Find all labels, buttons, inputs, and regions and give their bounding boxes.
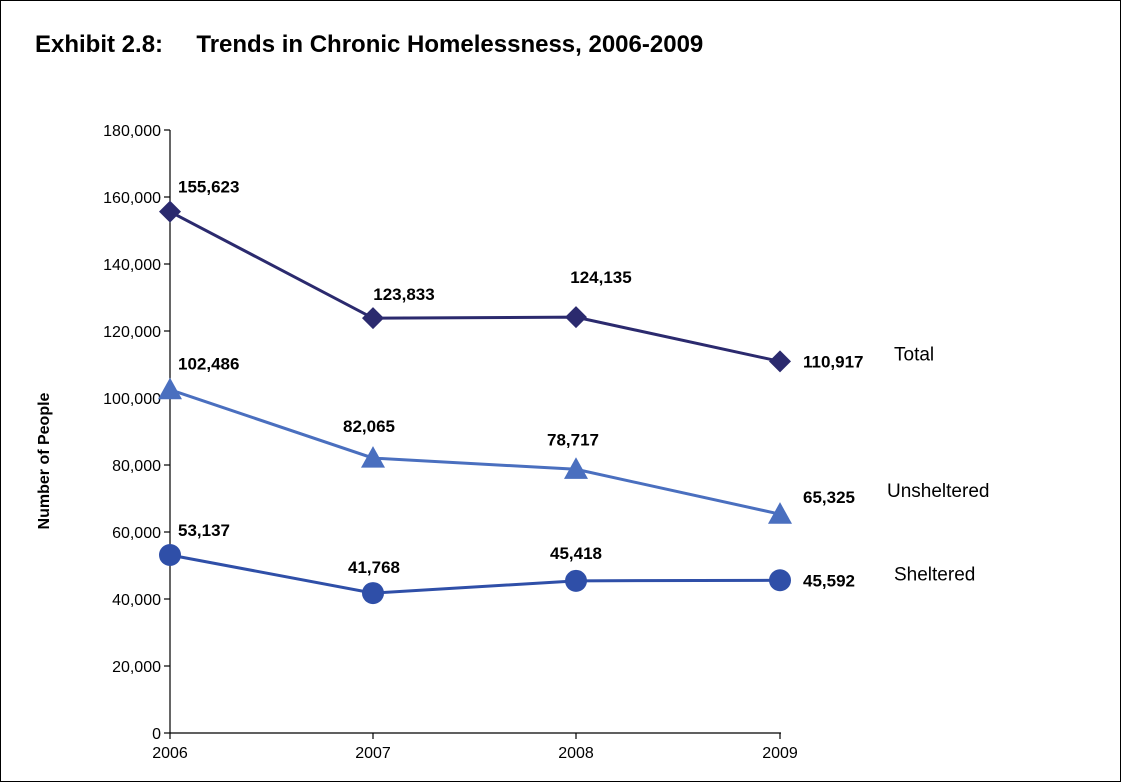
data-point bbox=[159, 200, 181, 223]
data-label: 102,486 bbox=[178, 355, 239, 374]
data-label: 78,717 bbox=[547, 430, 599, 449]
series-line bbox=[169, 388, 781, 516]
data-label: 45,418 bbox=[550, 544, 602, 563]
data-point bbox=[565, 306, 587, 329]
data-label: 124,135 bbox=[570, 268, 631, 287]
y-tick-label: 80,000 bbox=[112, 458, 161, 475]
y-tick-label: 100,000 bbox=[103, 391, 161, 408]
series-line bbox=[169, 553, 781, 595]
data-label: 45,592 bbox=[803, 571, 855, 590]
x-tick-label: 2008 bbox=[558, 745, 594, 762]
x-tick-label: 2006 bbox=[152, 745, 188, 762]
data-point bbox=[362, 582, 384, 605]
data-point bbox=[769, 350, 791, 373]
series-name-label: Unsheltered bbox=[887, 481, 989, 502]
axes: 0 20,000 40,000 60,000 80,000 100,000 120,000 1… bbox=[103, 123, 798, 762]
y-tick-label: 140,000 bbox=[103, 257, 161, 274]
data-point bbox=[361, 446, 385, 468]
series-name-label: Sheltered bbox=[894, 564, 975, 585]
series-line bbox=[169, 210, 781, 363]
y-tick-label: 160,000 bbox=[103, 190, 161, 207]
data-label: 155,623 bbox=[178, 178, 239, 197]
data-point bbox=[565, 569, 587, 592]
data-point bbox=[362, 307, 384, 330]
data-point bbox=[159, 543, 181, 566]
x-tick-label: 2009 bbox=[762, 745, 798, 762]
data-label: 41,768 bbox=[348, 558, 400, 577]
series-layer: 155,623 123,833 124,135 110,917 Total 102,486… bbox=[158, 178, 989, 605]
y-axis-label: Number of People bbox=[36, 392, 53, 529]
y-tick-label: 180,000 bbox=[103, 123, 161, 140]
data-label: 123,833 bbox=[373, 285, 434, 304]
y-tick-label: 40,000 bbox=[112, 592, 161, 609]
data-label: 53,137 bbox=[178, 521, 230, 540]
chart-title: Exhibit 2.8: Trends in Chronic Homelessn… bbox=[35, 31, 703, 58]
data-label: 82,065 bbox=[343, 417, 395, 436]
series-name-label: Total bbox=[894, 344, 934, 365]
x-tick-label: 2007 bbox=[355, 745, 391, 762]
data-label: 110,917 bbox=[803, 352, 864, 371]
data-point bbox=[564, 457, 588, 479]
y-tick-label: 60,000 bbox=[112, 525, 161, 542]
y-tick-label: 0 bbox=[152, 726, 161, 743]
data-point bbox=[769, 569, 791, 592]
y-tick-label: 20,000 bbox=[112, 659, 161, 676]
data-point bbox=[158, 377, 182, 400]
data-point bbox=[768, 502, 792, 524]
y-tick-label: 120,000 bbox=[103, 324, 161, 341]
data-label: 65,325 bbox=[803, 488, 855, 507]
